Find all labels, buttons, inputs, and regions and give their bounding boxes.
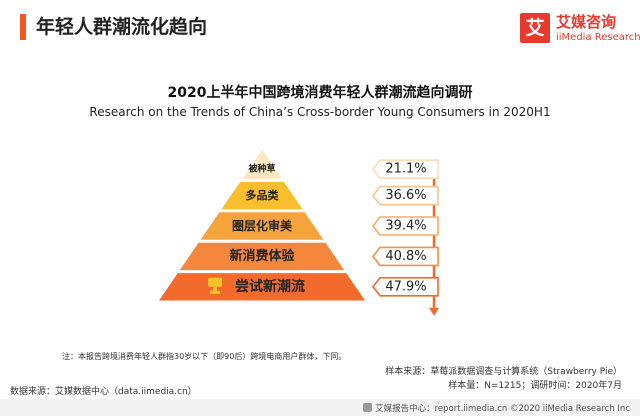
tier-label: 多品类 — [246, 188, 280, 202]
percent-callout — [371, 159, 439, 179]
footer-strip — [0, 399, 640, 416]
percent-callout — [371, 246, 439, 267]
chart-subtitle: Research on the Trends of China’s Cross-… — [89, 105, 551, 119]
percent-label: 47.9% — [385, 279, 426, 294]
percent-label: 40.8% — [385, 249, 426, 264]
tier-label: 尝试新潮流 — [235, 278, 305, 295]
footer-label: 艾媒报告中心：report.iimedia.cn ©2020 iiMedia R… — [375, 404, 630, 414]
logo-text-cn: 艾媒咨询 — [556, 13, 617, 31]
footer-text: 艾媒报告中心：report.iimedia.cn ©2020 iiMedia R… — [363, 402, 630, 414]
percent-callout — [371, 185, 439, 206]
percent-callouts: 21.1% 36.6% 39.4% 40.8% 47.9% — [371, 159, 439, 316]
tier-label: 圈层化审美 — [232, 218, 293, 233]
tier-label: 被种草 — [248, 162, 275, 174]
report-center-icon — [363, 403, 373, 412]
percent-label: 36.6% — [385, 188, 426, 203]
data-source: 数据来源：艾媒数据中心（data.iimedia.cn） — [10, 387, 197, 397]
pyramid-tier — [221, 181, 303, 210]
pyramid-tier — [200, 212, 324, 240]
tier-label: 新消费体验 — [229, 248, 295, 264]
trend-arrow-head — [429, 307, 439, 316]
pyramid-tier — [242, 150, 282, 179]
chart-title: 2020上半年中国跨境消费年轻人群潮流趋向调研 — [167, 85, 473, 101]
percent-label: 39.4% — [385, 219, 426, 234]
trophy-icon — [208, 277, 222, 294]
sample-size: 样本量：N=1215；调研时间：2020年7月 — [448, 381, 622, 391]
logo-text-en: iiMedia Research — [556, 32, 640, 43]
page-title: 年轻人群潮流化趋向 — [36, 16, 208, 38]
pyramid-tier — [179, 242, 345, 271]
sample-source: 样本来源：草莓派数据调查与计算系统（Strawberry Pie） — [385, 367, 622, 377]
iimedia-logo: 艾 艾媒咨询 iiMedia Research — [520, 8, 640, 50]
logo-mark: 艾 — [520, 13, 550, 43]
percent-callout — [371, 277, 439, 297]
footnote: 注：本报告跨境消费年轻人群指30岁以下（即90后）跨境电商用户群体，下同。 — [62, 352, 347, 361]
header-accent-bar — [20, 14, 26, 40]
percent-label: 21.1% — [385, 162, 426, 177]
percent-callout — [371, 216, 439, 236]
